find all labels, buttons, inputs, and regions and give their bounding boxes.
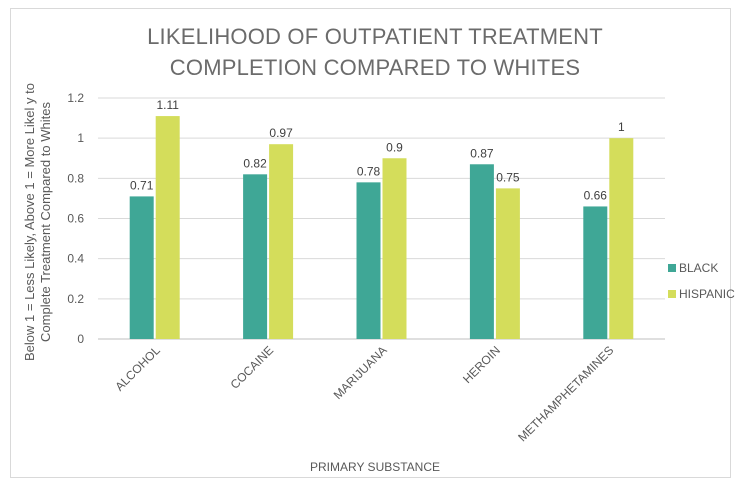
y-tick-label: 0.4: [67, 252, 84, 266]
y-tick-label: 1: [77, 131, 84, 145]
gridlines: [98, 97, 665, 340]
bar-black-heroin: [469, 164, 494, 339]
data-label-hispanic-methamphetamines: 1: [618, 120, 625, 134]
x-tick-label: COCAINE: [228, 343, 277, 392]
bar-black-methamphetamines: [583, 206, 608, 339]
chart-frame: [10, 8, 731, 478]
data-label-hispanic-alcohol: 1.11: [156, 98, 179, 112]
chart-title: LIKELIHOOD OF OUTPATIENT TREATMENT COMPL…: [147, 24, 603, 80]
y-tick-label: 1.2: [67, 91, 84, 105]
y-tick-label: 0: [77, 332, 84, 346]
y-axis-title-line-2: Complete Treatment Compared to Whites: [38, 102, 53, 342]
bar-hispanic-marijuana: [382, 158, 407, 339]
y-axis-title: Below 1 = Less Likely, Above 1 = More Li…: [22, 83, 53, 361]
data-label-hispanic-cocaine: 0.97: [269, 126, 293, 140]
bar-hispanic-methamphetamines: [609, 138, 634, 339]
bar-black-marijuana: [356, 182, 381, 339]
x-tick-label: METHAMPHETAMINES: [515, 343, 616, 444]
y-tick-label: 0.2: [67, 292, 84, 306]
legend-label-black: BLACK: [679, 261, 718, 275]
chart-title-line-2: COMPLETION COMPARED TO WHITES: [170, 55, 580, 80]
bar-black-alcohol: [129, 196, 154, 339]
bar-hispanic-cocaine: [269, 144, 294, 339]
chart-title-line-1: LIKELIHOOD OF OUTPATIENT TREATMENT: [147, 24, 603, 49]
y-axis-ticks: 0 0.2 0.4 0.6 0.8 1 1.2: [67, 91, 84, 346]
legend-swatch-black: [668, 264, 676, 272]
x-tick-label: MARIJUANA: [331, 343, 390, 402]
bar-hispanic-heroin: [495, 188, 520, 339]
x-tick-label: ALCOHOL: [112, 343, 163, 394]
data-label-black-marijuana: 0.78: [357, 164, 381, 178]
data-label-hispanic-marijuana: 0.9: [386, 140, 403, 154]
legend-label-hispanic: HISPANIC: [679, 287, 735, 301]
data-labels: 0.71 1.11 0.82 0.97 0.78 0.9 0.870.75 0.66 1: [130, 98, 625, 202]
x-axis-ticks: ALCOHOL COCAINE MARIJUANA HEROIN METHAMPHETA…: [112, 343, 616, 444]
legend-swatch-hispanic: [668, 290, 676, 298]
y-tick-label: 0.8: [67, 171, 84, 185]
data-label-black-heroin: 0.87: [470, 146, 494, 160]
bars: [129, 116, 634, 339]
legend: BLACK HISPANIC: [668, 261, 735, 301]
x-axis-title: PRIMARY SUBSTANCE: [310, 460, 440, 474]
x-tick-label: HEROIN: [460, 343, 503, 386]
data-label-black-methamphetamines: 0.66: [584, 188, 608, 202]
bar-black-cocaine: [243, 174, 268, 339]
y-tick-label: 0.6: [67, 212, 84, 226]
data-label-hispanic-heroin: 0.75: [496, 170, 520, 184]
data-label-black-cocaine: 0.82: [243, 156, 267, 170]
bar-hispanic-alcohol: [155, 116, 180, 339]
y-axis-title-line-1: Below 1 = Less Likely, Above 1 = More Li…: [22, 83, 37, 361]
data-label-black-alcohol: 0.71: [130, 178, 154, 192]
